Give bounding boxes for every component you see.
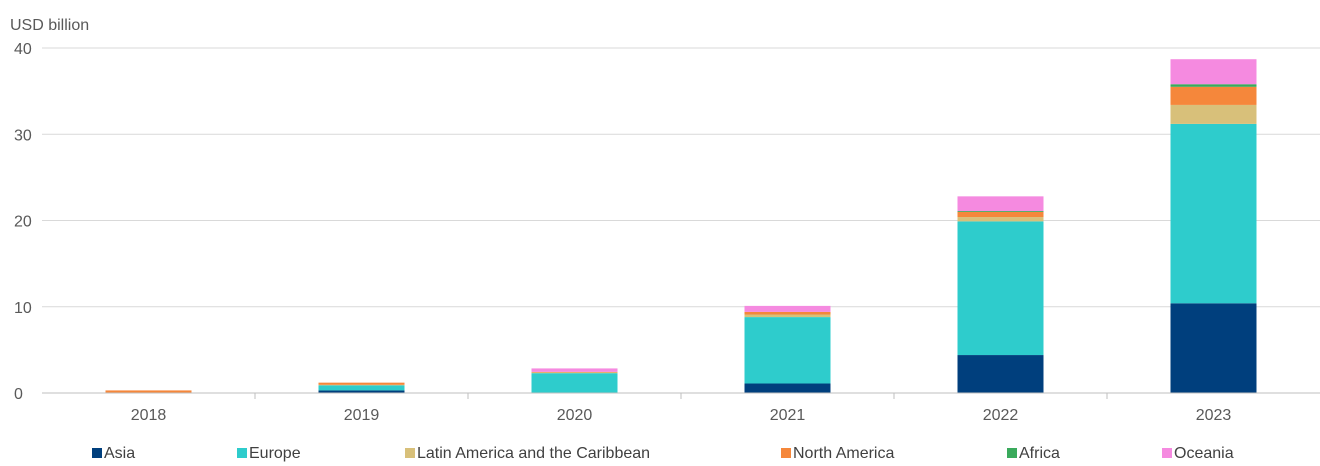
x-axis-ticks: 2018 2019 2020 2021 2022 2023 (131, 407, 1232, 424)
legend-item: Oceania (1162, 445, 1234, 462)
bar-segment (105, 390, 192, 393)
x-tick-label: 2021 (770, 407, 806, 424)
bar-segment (744, 383, 831, 393)
y-tick-label: 40 (14, 41, 32, 58)
bar-segment (744, 317, 831, 384)
bars (105, 59, 1257, 393)
bar-segment (1170, 59, 1257, 85)
legend-swatch (1007, 448, 1017, 458)
legend-label: Africa (1019, 445, 1060, 462)
legend: Asia Europe Latin America and the Caribbea… (92, 445, 1234, 462)
bar-segment (744, 311, 831, 315)
legend-item: Asia (92, 445, 135, 462)
bar-segment (318, 382, 405, 385)
y-tick-label: 30 (14, 127, 32, 144)
legend-label: North America (793, 445, 894, 462)
legend-swatch (237, 448, 247, 458)
legend-item: Africa (1007, 445, 1060, 462)
x-tick-label: 2020 (557, 407, 593, 424)
bar-segment (1170, 123, 1257, 304)
bar-segment (318, 390, 405, 393)
legend-label: Asia (104, 445, 135, 462)
bar-segment (957, 355, 1044, 393)
bar-segment (531, 372, 618, 374)
legend-swatch (1162, 448, 1172, 458)
bar-segment (744, 314, 831, 318)
legend-label: Europe (249, 445, 301, 462)
legend-label: Oceania (1174, 445, 1234, 462)
x-axis (42, 392, 1320, 399)
legend-item: North America (781, 445, 894, 462)
x-tick-label: 2018 (131, 407, 167, 424)
bar-segment (957, 221, 1044, 356)
legend-swatch (92, 448, 102, 458)
gridlines (42, 47, 1320, 308)
bar-segment (318, 384, 405, 386)
bar-segment (531, 371, 618, 373)
legend-swatch (405, 448, 415, 458)
legend-item: Latin America and the Caribbean (405, 445, 650, 462)
legend-swatch (781, 448, 791, 458)
bar-segment (1170, 303, 1257, 393)
legend-label: Latin America and the Caribbean (417, 445, 650, 462)
bar-segment (957, 196, 1044, 212)
x-tick-label: 2023 (1196, 407, 1232, 424)
bar-segment (957, 211, 1044, 218)
x-tick-label: 2022 (983, 407, 1019, 424)
y-tick-label: 10 (14, 300, 32, 317)
y-tick-label: 0 (14, 386, 23, 403)
bar-segment (531, 368, 618, 372)
legend-item: Europe (237, 445, 301, 462)
bar-segment (1170, 104, 1257, 124)
y-tick-label: 20 (14, 214, 32, 231)
y-axis-ticks: 0 10 20 30 40 (14, 41, 32, 403)
unit-label: USD billion (10, 17, 89, 34)
bar-segment (957, 217, 1044, 222)
x-tick-label: 2019 (344, 407, 380, 424)
bar-segment (531, 373, 618, 393)
bar-segment (1170, 86, 1257, 105)
bar-segment (318, 385, 405, 391)
bar-segment (744, 305, 831, 312)
bar-segment (957, 211, 1044, 212)
bar-segment (1170, 84, 1257, 87)
